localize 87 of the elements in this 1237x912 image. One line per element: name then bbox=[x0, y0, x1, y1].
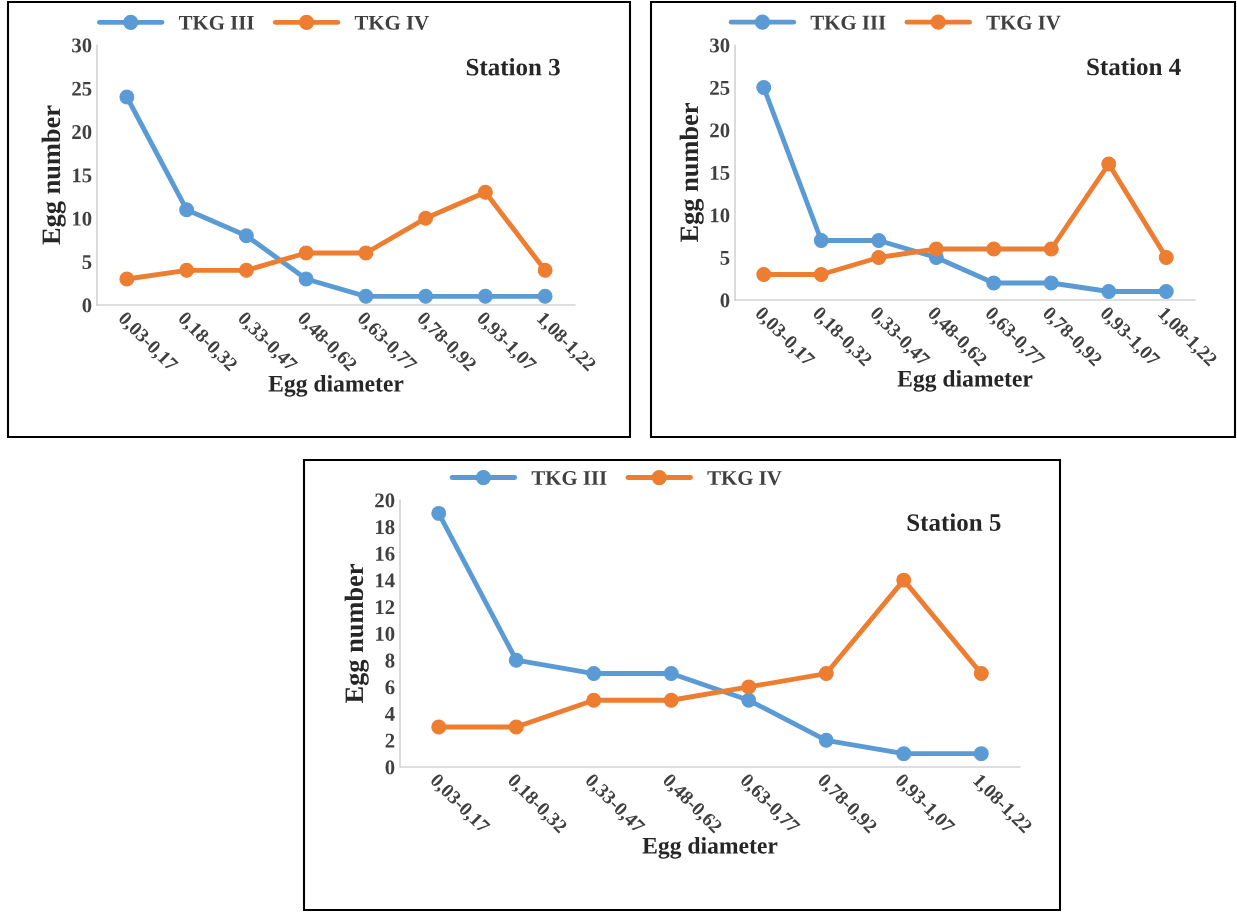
point bbox=[756, 80, 772, 95]
y-tick-label: 25 bbox=[710, 80, 730, 95]
point bbox=[756, 267, 772, 282]
point bbox=[813, 267, 829, 282]
y-tick-label: 30 bbox=[710, 38, 730, 53]
point bbox=[818, 666, 834, 682]
annotation: Station 5 bbox=[907, 513, 1001, 531]
y-tick-label: 8 bbox=[385, 653, 395, 668]
y-tick-label: 10 bbox=[72, 211, 92, 226]
point bbox=[508, 719, 524, 735]
point bbox=[973, 666, 989, 682]
y-axis-title: Egg number bbox=[679, 103, 704, 243]
point bbox=[928, 241, 944, 257]
point bbox=[871, 233, 887, 248]
legend-label: TKG IV bbox=[986, 15, 1061, 30]
point bbox=[986, 241, 1002, 257]
x-axis-title: Egg diameter bbox=[642, 837, 778, 859]
y-tick-label: 20 bbox=[710, 123, 730, 138]
x-axis-title: Egg diameter bbox=[897, 370, 1033, 392]
y-tick-label: 5 bbox=[720, 251, 730, 265]
legend-label: TKG III bbox=[178, 15, 254, 30]
point bbox=[586, 692, 602, 708]
point bbox=[1158, 284, 1174, 299]
point bbox=[1043, 275, 1059, 291]
point bbox=[663, 692, 679, 708]
point bbox=[1101, 284, 1117, 299]
point bbox=[358, 245, 374, 261]
point bbox=[238, 228, 254, 244]
y-tick-label: 25 bbox=[72, 81, 92, 96]
y-tick-label: 14 bbox=[375, 573, 395, 588]
point bbox=[418, 210, 434, 226]
y-tick-label: 6 bbox=[385, 680, 395, 695]
point bbox=[418, 288, 434, 304]
point bbox=[537, 262, 553, 278]
y-axis-title: Egg number bbox=[344, 564, 369, 704]
point bbox=[896, 746, 912, 762]
y-tick-label: 0 bbox=[82, 298, 92, 313]
point bbox=[298, 271, 314, 287]
point bbox=[431, 719, 447, 735]
point bbox=[871, 250, 887, 265]
annotation: Station 3 bbox=[466, 58, 560, 76]
y-tick-label: 30 bbox=[72, 38, 92, 53]
point bbox=[973, 746, 989, 762]
point bbox=[119, 271, 135, 287]
legend-label: TKG III bbox=[810, 15, 886, 30]
y-tick-label: 18 bbox=[375, 520, 395, 535]
y-tick-label: 0 bbox=[385, 760, 395, 775]
point bbox=[586, 666, 602, 682]
point bbox=[663, 666, 679, 682]
point bbox=[431, 505, 447, 521]
point bbox=[298, 245, 314, 261]
y-tick-label: 15 bbox=[710, 165, 730, 180]
y-tick-label: 20 bbox=[72, 125, 92, 140]
y-tick-label: 15 bbox=[72, 168, 92, 183]
y-tick-label: 16 bbox=[375, 546, 395, 561]
point bbox=[508, 652, 524, 668]
point bbox=[477, 184, 493, 200]
x-axis-title: Egg diameter bbox=[268, 375, 404, 397]
point bbox=[238, 262, 254, 278]
legend-label: TKG IV bbox=[707, 471, 782, 486]
y-tick-label: 10 bbox=[710, 208, 730, 223]
point bbox=[1158, 250, 1174, 265]
point bbox=[818, 732, 834, 748]
y-axis-title: Egg number bbox=[41, 105, 66, 245]
point bbox=[477, 288, 493, 304]
point bbox=[1043, 241, 1059, 257]
point bbox=[179, 262, 195, 278]
point bbox=[741, 692, 757, 708]
annotation: Station 4 bbox=[1087, 57, 1181, 76]
legend-label: TKG IV bbox=[354, 15, 429, 30]
point bbox=[896, 572, 912, 588]
point bbox=[119, 89, 135, 105]
y-tick-label: 4 bbox=[385, 707, 395, 721]
point bbox=[358, 288, 374, 304]
point bbox=[537, 288, 553, 304]
point bbox=[986, 275, 1002, 291]
legend-label: TKG III bbox=[531, 471, 607, 486]
point bbox=[179, 202, 195, 218]
point bbox=[741, 679, 757, 695]
y-tick-label: 20 bbox=[375, 493, 395, 508]
point bbox=[813, 233, 829, 248]
y-tick-label: 5 bbox=[82, 255, 92, 270]
y-tick-label: 10 bbox=[375, 626, 395, 641]
y-tick-label: 2 bbox=[385, 733, 395, 748]
y-tick-label: 0 bbox=[720, 293, 730, 308]
y-tick-label: 12 bbox=[375, 600, 395, 615]
point bbox=[1101, 156, 1117, 172]
